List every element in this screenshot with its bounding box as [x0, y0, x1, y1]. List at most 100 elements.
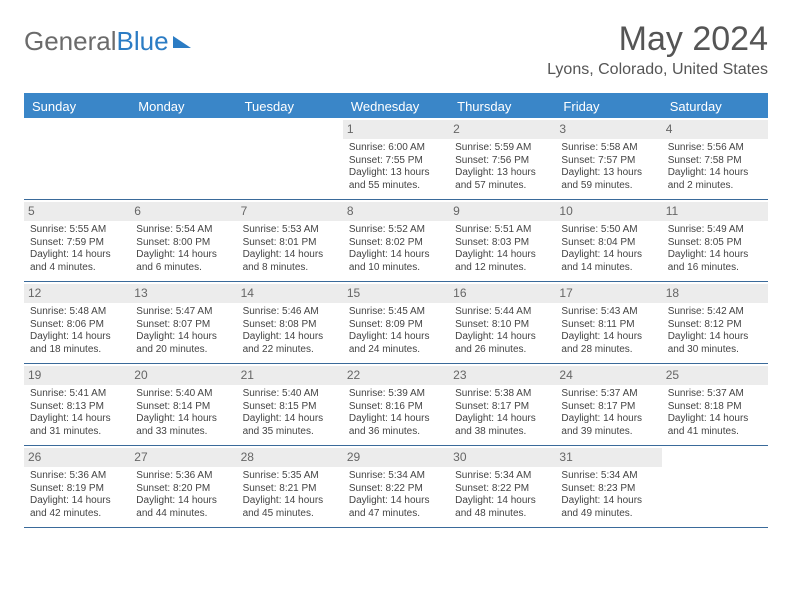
calendar-cell: 29Sunrise: 5:34 AMSunset: 8:22 PMDayligh…: [343, 446, 449, 527]
calendar-cell: 3 Sunrise: 5:58 AMSunset: 7:57 PMDaylight…: [555, 118, 661, 199]
calendar-week: 12 Sunrise: 5:48 AMSunset: 8:06 PMDayligh…: [24, 282, 768, 364]
day-details: Sunrise: 5:37 AMSunset: 8:17 PMDaylight:…: [561, 388, 655, 438]
calendar-cell: 10 Sunrise: 5:50 AMSunset: 8:04 PMDayligh…: [555, 200, 661, 281]
day-number: 25: [662, 366, 768, 385]
day-header: Saturday: [662, 95, 768, 118]
day-number: 30: [449, 448, 555, 467]
day-number: 12: [24, 284, 130, 303]
day-details: Sunrise: 5:46 AMSunset: 8:08 PMDaylight:…: [243, 306, 337, 356]
calendar-cell: 20Sunrise: 5:40 AMSunset: 8:14 PMDayligh…: [130, 364, 236, 445]
day-number: 8: [343, 202, 449, 221]
day-number: 23: [449, 366, 555, 385]
calendar-cell: 28Sunrise: 5:35 AMSunset: 8:21 PMDayligh…: [237, 446, 343, 527]
day-number: 26: [24, 448, 130, 467]
day-number: 17: [555, 284, 661, 303]
calendar-cell: 23 Sunrise: 5:38 AMSunset: 8:17 PMDayligh…: [449, 364, 555, 445]
day-number: 31: [555, 448, 661, 467]
day-number: 1: [343, 120, 449, 139]
day-details: Sunrise: 5:52 AMSunset: 8:02 PMDaylight:…: [349, 224, 443, 274]
day-details: Sunrise: 5:45 AMSunset: 8:09 PMDaylight:…: [349, 306, 443, 356]
calendar-cell: 1 Sunrise: 6:00 AMSunset: 7:55 PMDaylight…: [343, 118, 449, 199]
day-number: 5: [24, 202, 130, 221]
calendar-week: 19 Sunrise: 5:41 AMSunset: 8:13 PMDayligh…: [24, 364, 768, 446]
brand-triangle-icon: [173, 36, 191, 48]
calendar-cell: 15 Sunrise: 5:45 AMSunset: 8:09 PMDayligh…: [343, 282, 449, 363]
calendar-cell: 16 Sunrise: 5:44 AMSunset: 8:10 PMDayligh…: [449, 282, 555, 363]
day-number: 21: [237, 366, 343, 385]
day-number: 3: [555, 120, 661, 139]
day-number: 19: [24, 366, 130, 385]
calendar-body: 1 Sunrise: 6:00 AMSunset: 7:55 PMDaylight…: [24, 118, 768, 528]
header: GeneralBlue May 2024 Lyons, Colorado, Un…: [24, 20, 768, 79]
day-details: Sunrise: 6:00 AMSunset: 7:55 PMDaylight:…: [349, 142, 443, 192]
day-details: Sunrise: 5:47 AMSunset: 8:07 PMDaylight:…: [136, 306, 230, 356]
calendar-cell: 12 Sunrise: 5:48 AMSunset: 8:06 PMDayligh…: [24, 282, 130, 363]
day-details: Sunrise: 5:43 AMSunset: 8:11 PMDaylight:…: [561, 306, 655, 356]
calendar-cell: 22Sunrise: 5:39 AMSunset: 8:16 PMDayligh…: [343, 364, 449, 445]
calendar-cell: 4Sunrise: 5:56 AMSunset: 7:58 PMDaylight…: [662, 118, 768, 199]
day-details: Sunrise: 5:42 AMSunset: 8:12 PMDaylight:…: [668, 306, 762, 356]
day-header: Wednesday: [343, 95, 449, 118]
day-number: 11: [662, 202, 768, 221]
day-number: 9: [449, 202, 555, 221]
day-number: 27: [130, 448, 236, 467]
day-details: Sunrise: 5:54 AMSunset: 8:00 PMDaylight:…: [136, 224, 230, 274]
page-title: May 2024: [547, 20, 768, 59]
day-details: Sunrise: 5:36 AMSunset: 8:19 PMDaylight:…: [30, 470, 124, 520]
day-number: 16: [449, 284, 555, 303]
calendar-cell: 7 Sunrise: 5:53 AMSunset: 8:01 PMDaylight…: [237, 200, 343, 281]
calendar-cell: 9 Sunrise: 5:51 AMSunset: 8:03 PMDaylight…: [449, 200, 555, 281]
day-number: 10: [555, 202, 661, 221]
day-details: Sunrise: 5:38 AMSunset: 8:17 PMDaylight:…: [455, 388, 549, 438]
day-details: Sunrise: 5:51 AMSunset: 8:03 PMDaylight:…: [455, 224, 549, 274]
calendar-cell: 13 Sunrise: 5:47 AMSunset: 8:07 PMDayligh…: [130, 282, 236, 363]
brand-logo: GeneralBlue: [24, 26, 191, 57]
title-block: May 2024 Lyons, Colorado, United States: [547, 20, 768, 79]
day-header: Tuesday: [237, 95, 343, 118]
day-number: 24: [555, 366, 661, 385]
day-details: Sunrise: 5:40 AMSunset: 8:14 PMDaylight:…: [136, 388, 230, 438]
day-number: 13: [130, 284, 236, 303]
day-details: Sunrise: 5:50 AMSunset: 8:04 PMDaylight:…: [561, 224, 655, 274]
calendar-cell: 31 Sunrise: 5:34 AMSunset: 8:23 PMDayligh…: [555, 446, 661, 527]
calendar: SundayMondayTuesdayWednesdayThursdayFrid…: [24, 93, 768, 528]
day-details: Sunrise: 5:35 AMSunset: 8:21 PMDaylight:…: [243, 470, 337, 520]
calendar-header-row: SundayMondayTuesdayWednesdayThursdayFrid…: [24, 95, 768, 118]
calendar-cell: 30Sunrise: 5:34 AMSunset: 8:22 PMDayligh…: [449, 446, 555, 527]
day-details: Sunrise: 5:36 AMSunset: 8:20 PMDaylight:…: [136, 470, 230, 520]
calendar-cell: 19 Sunrise: 5:41 AMSunset: 8:13 PMDayligh…: [24, 364, 130, 445]
location-text: Lyons, Colorado, United States: [547, 61, 768, 79]
calendar-cell: 26 Sunrise: 5:36 AMSunset: 8:19 PMDayligh…: [24, 446, 130, 527]
day-number: 22: [343, 366, 449, 385]
day-header: Thursday: [449, 95, 555, 118]
day-details: Sunrise: 5:58 AMSunset: 7:57 PMDaylight:…: [561, 142, 655, 192]
day-header: Friday: [555, 95, 661, 118]
day-number: 14: [237, 284, 343, 303]
day-details: Sunrise: 5:59 AMSunset: 7:56 PMDaylight:…: [455, 142, 549, 192]
day-number: 6: [130, 202, 236, 221]
day-details: Sunrise: 5:56 AMSunset: 7:58 PMDaylight:…: [668, 142, 762, 192]
day-details: Sunrise: 5:34 AMSunset: 8:22 PMDaylight:…: [349, 470, 443, 520]
day-details: Sunrise: 5:41 AMSunset: 8:13 PMDaylight:…: [30, 388, 124, 438]
calendar-week: 1 Sunrise: 6:00 AMSunset: 7:55 PMDaylight…: [24, 118, 768, 200]
calendar-cell: 8 Sunrise: 5:52 AMSunset: 8:02 PMDaylight…: [343, 200, 449, 281]
calendar-cell: 24 Sunrise: 5:37 AMSunset: 8:17 PMDayligh…: [555, 364, 661, 445]
brand-part1: General: [24, 26, 117, 57]
day-details: Sunrise: 5:55 AMSunset: 7:59 PMDaylight:…: [30, 224, 124, 274]
calendar-cell: 18Sunrise: 5:42 AMSunset: 8:12 PMDayligh…: [662, 282, 768, 363]
day-details: Sunrise: 5:34 AMSunset: 8:23 PMDaylight:…: [561, 470, 655, 520]
day-number: 2: [449, 120, 555, 139]
calendar-cell: [662, 446, 768, 527]
day-details: Sunrise: 5:48 AMSunset: 8:06 PMDaylight:…: [30, 306, 124, 356]
calendar-cell: 5 Sunrise: 5:55 AMSunset: 7:59 PMDaylight…: [24, 200, 130, 281]
calendar-cell: [237, 118, 343, 199]
calendar-cell: 25 Sunrise: 5:37 AMSunset: 8:18 PMDayligh…: [662, 364, 768, 445]
day-details: Sunrise: 5:53 AMSunset: 8:01 PMDaylight:…: [243, 224, 337, 274]
day-number: 15: [343, 284, 449, 303]
calendar-cell: 17 Sunrise: 5:43 AMSunset: 8:11 PMDayligh…: [555, 282, 661, 363]
calendar-cell: 6 Sunrise: 5:54 AMSunset: 8:00 PMDaylight…: [130, 200, 236, 281]
calendar-cell: 27 Sunrise: 5:36 AMSunset: 8:20 PMDayligh…: [130, 446, 236, 527]
day-number: 7: [237, 202, 343, 221]
day-details: Sunrise: 5:44 AMSunset: 8:10 PMDaylight:…: [455, 306, 549, 356]
day-details: Sunrise: 5:37 AMSunset: 8:18 PMDaylight:…: [668, 388, 762, 438]
